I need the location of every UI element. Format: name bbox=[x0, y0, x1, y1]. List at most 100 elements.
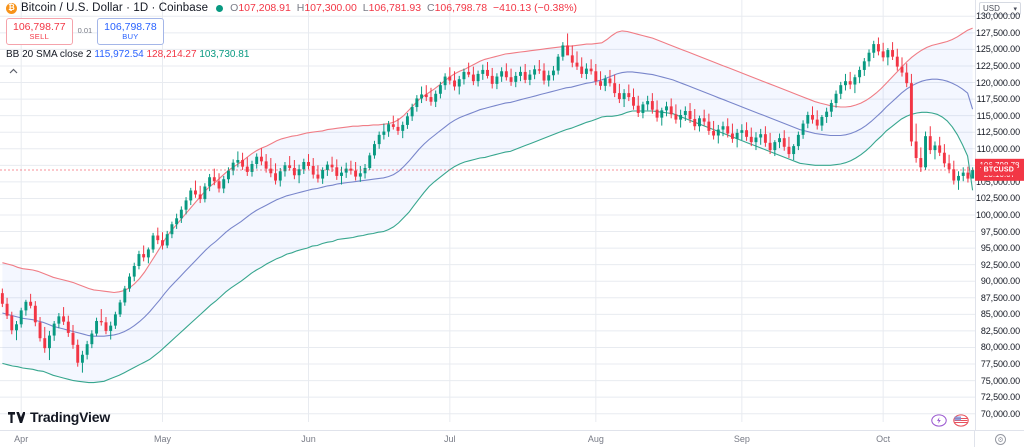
candle-body bbox=[156, 235, 160, 241]
candle-body bbox=[438, 85, 442, 94]
ohlc-close-value: 106,798.78 bbox=[434, 1, 488, 14]
candle-body bbox=[217, 181, 221, 189]
candle-body bbox=[29, 301, 33, 306]
candle-body bbox=[523, 71, 527, 80]
candle-body bbox=[928, 136, 932, 151]
candle-body bbox=[292, 167, 296, 176]
candle-body bbox=[716, 129, 720, 136]
buy-button[interactable]: 106,798.78 BUY bbox=[97, 18, 164, 45]
candle-body bbox=[43, 338, 47, 349]
bollinger-band-fill bbox=[2, 28, 973, 383]
candle-body bbox=[349, 168, 353, 171]
candle-body bbox=[966, 172, 970, 179]
tradingview-logo-text: TradingView bbox=[30, 409, 111, 425]
candle-body bbox=[801, 123, 805, 135]
ohlc-close-key: C bbox=[426, 1, 435, 14]
price-scale[interactable]: USD ▾ 130,000.00 127,500.00 125,000.00 122,… bbox=[975, 0, 1024, 430]
time-tick: Apr bbox=[14, 434, 29, 444]
candle-body bbox=[146, 249, 150, 258]
candle-body bbox=[561, 45, 565, 57]
candle-body bbox=[730, 133, 734, 139]
candle-series bbox=[0, 33, 975, 373]
candle-body bbox=[5, 303, 9, 316]
buy-label: BUY bbox=[122, 32, 139, 42]
candle-body bbox=[782, 138, 786, 147]
candle-body bbox=[420, 94, 424, 99]
chart-plot-area[interactable] bbox=[0, 0, 975, 430]
candle-body bbox=[566, 45, 570, 56]
candle-body bbox=[844, 81, 847, 86]
candle-body bbox=[307, 162, 310, 166]
indicator-legend-row[interactable]: BB 20 SMA close 2 115,972.54 128,214.27 … bbox=[6, 48, 577, 61]
candle-body bbox=[721, 126, 725, 130]
candle-body bbox=[471, 74, 475, 82]
candle-body bbox=[128, 276, 131, 289]
gear-icon[interactable]: ⚙ bbox=[995, 434, 1006, 445]
lightning-badge-icon[interactable] bbox=[931, 414, 947, 427]
price-tick: 77,500.00 bbox=[980, 359, 1020, 370]
candle-body bbox=[226, 170, 230, 180]
candle-body bbox=[448, 76, 452, 81]
candle-body bbox=[142, 254, 146, 258]
chart-legend: ₿ Bitcoin / U.S. Dollar · 1D · Coinbase … bbox=[6, 2, 577, 77]
candle-body bbox=[669, 106, 673, 115]
chevron-up-icon[interactable] bbox=[6, 64, 20, 77]
candle-body bbox=[702, 118, 706, 122]
candle-body bbox=[641, 104, 645, 113]
page-title[interactable]: Bitcoin / U.S. Dollar · 1D · Coinbase bbox=[21, 2, 209, 14]
indicator-name: BB 20 SMA close 2 bbox=[6, 48, 92, 60]
candle-body bbox=[660, 110, 664, 118]
candle-body bbox=[900, 66, 904, 73]
candle-body bbox=[109, 325, 113, 331]
candle-body bbox=[198, 194, 202, 200]
candle-body bbox=[259, 156, 263, 162]
candle-body bbox=[457, 79, 461, 87]
candle-body bbox=[137, 254, 141, 266]
price-tick: 95,000.00 bbox=[980, 243, 1020, 254]
candle-body bbox=[264, 161, 268, 169]
candle-body bbox=[344, 168, 348, 173]
candle-body bbox=[551, 70, 555, 76]
candle-body bbox=[674, 114, 678, 120]
time-tick: Oct bbox=[876, 434, 891, 444]
price-tick: 102,500.00 bbox=[975, 193, 1020, 204]
currency-selector[interactable]: USD ▾ bbox=[979, 2, 1021, 15]
candle-body bbox=[665, 106, 668, 111]
candle-body bbox=[170, 224, 174, 235]
candle-body bbox=[679, 114, 683, 120]
candle-body bbox=[556, 56, 560, 71]
candle-body bbox=[537, 69, 541, 71]
time-scale[interactable]: Apr May Jun Jul Aug Sep Oct ⚙ bbox=[0, 430, 1024, 447]
candle-body bbox=[19, 310, 23, 325]
candle-body bbox=[504, 71, 508, 78]
candle-body bbox=[288, 165, 292, 168]
candle-body bbox=[15, 324, 18, 331]
candle-body bbox=[429, 97, 433, 102]
currency-label: USD bbox=[983, 4, 1000, 13]
candle-body bbox=[222, 179, 226, 189]
time-tick: Jun bbox=[301, 434, 316, 444]
candle-body bbox=[698, 118, 701, 127]
candle-body bbox=[528, 74, 532, 80]
candle-body bbox=[24, 301, 28, 311]
flag-badge-icon[interactable] bbox=[953, 414, 969, 427]
candle-body bbox=[603, 78, 607, 86]
candle-body bbox=[763, 134, 767, 143]
candle-body bbox=[486, 69, 489, 76]
candle-body bbox=[971, 169, 975, 179]
candle-body bbox=[415, 98, 419, 108]
candle-body bbox=[542, 70, 546, 81]
time-tick: Aug bbox=[587, 434, 604, 444]
candle-body bbox=[712, 130, 716, 136]
candle-body bbox=[48, 335, 51, 349]
candle-body bbox=[434, 93, 438, 102]
candle-body bbox=[933, 145, 937, 151]
price-tick: 92,500.00 bbox=[980, 259, 1020, 270]
tradingview-logo[interactable]: TradingView bbox=[8, 409, 110, 425]
candle-body bbox=[269, 168, 273, 174]
time-scale-divider bbox=[974, 431, 975, 447]
candle-body bbox=[340, 172, 343, 176]
sell-button[interactable]: 106,798.77 SELL bbox=[6, 18, 73, 45]
time-tick: Sep bbox=[733, 434, 750, 444]
candle-body bbox=[123, 288, 127, 303]
